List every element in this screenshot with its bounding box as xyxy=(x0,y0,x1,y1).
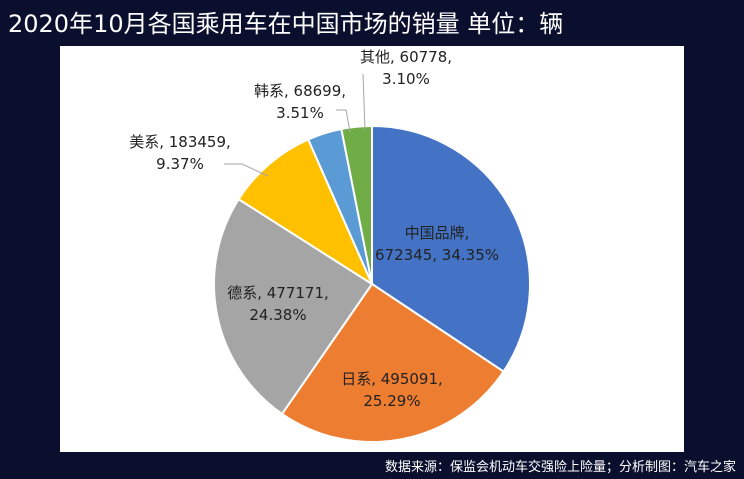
slice-label-line: 24.38% xyxy=(249,306,306,324)
slice-label-line: 9.37% xyxy=(156,155,204,173)
slice-label-5: 韩系, 68699, 3.51% xyxy=(254,82,346,122)
slice-label-line: 3.51% xyxy=(276,104,324,122)
slice-label-4: 美系, 183459, 9.37% xyxy=(129,133,231,173)
pie-slice-6 xyxy=(340,124,373,285)
slice-label-2: 日系, 495091, 25.29% xyxy=(341,370,443,410)
leader-line-4 xyxy=(224,163,269,177)
chart-panel: 中国品牌, 672345, 34.35% 日系, 495091, 25.29% 德系, … xyxy=(60,46,684,452)
pie-slice-4 xyxy=(237,138,375,287)
slice-label-line: 韩系, 68699, xyxy=(254,82,346,100)
pie-chart: 中国品牌, 672345, 34.35% 日系, 495091, 25.29% 德系, … xyxy=(129,48,531,443)
slice-label-line: 德系, 477171, xyxy=(227,284,329,302)
pie-slice-3 xyxy=(213,197,374,416)
slice-label-3: 德系, 477171, 24.38% xyxy=(227,284,329,324)
slice-label-line: 中国品牌, xyxy=(405,224,470,242)
slice-label-line: 美系, 183459, xyxy=(129,133,231,151)
data-source-note: 数据来源：保监会机动车交强险上险量；分析制图：汽车之家 xyxy=(384,460,736,475)
pie-slice-2 xyxy=(280,282,505,443)
slice-label-line: 3.10% xyxy=(382,70,430,88)
slice-label-line: 672345, 34.35% xyxy=(375,246,499,264)
slice-label-line: 25.29% xyxy=(363,392,420,410)
slice-label-6: 其他, 60778, 3.10% xyxy=(360,48,452,88)
slice-label-line: 其他, 60778, xyxy=(360,48,452,66)
slice-label-1: 中国品牌, 672345, 34.35% xyxy=(375,224,499,264)
leader-line-5 xyxy=(336,109,351,133)
slice-label-line: 日系, 495091, xyxy=(341,370,443,388)
chart-title: 2020年10月各国乘用车在中国市场的销量 单位：辆 xyxy=(8,10,564,38)
leader-line-6 xyxy=(362,73,366,131)
